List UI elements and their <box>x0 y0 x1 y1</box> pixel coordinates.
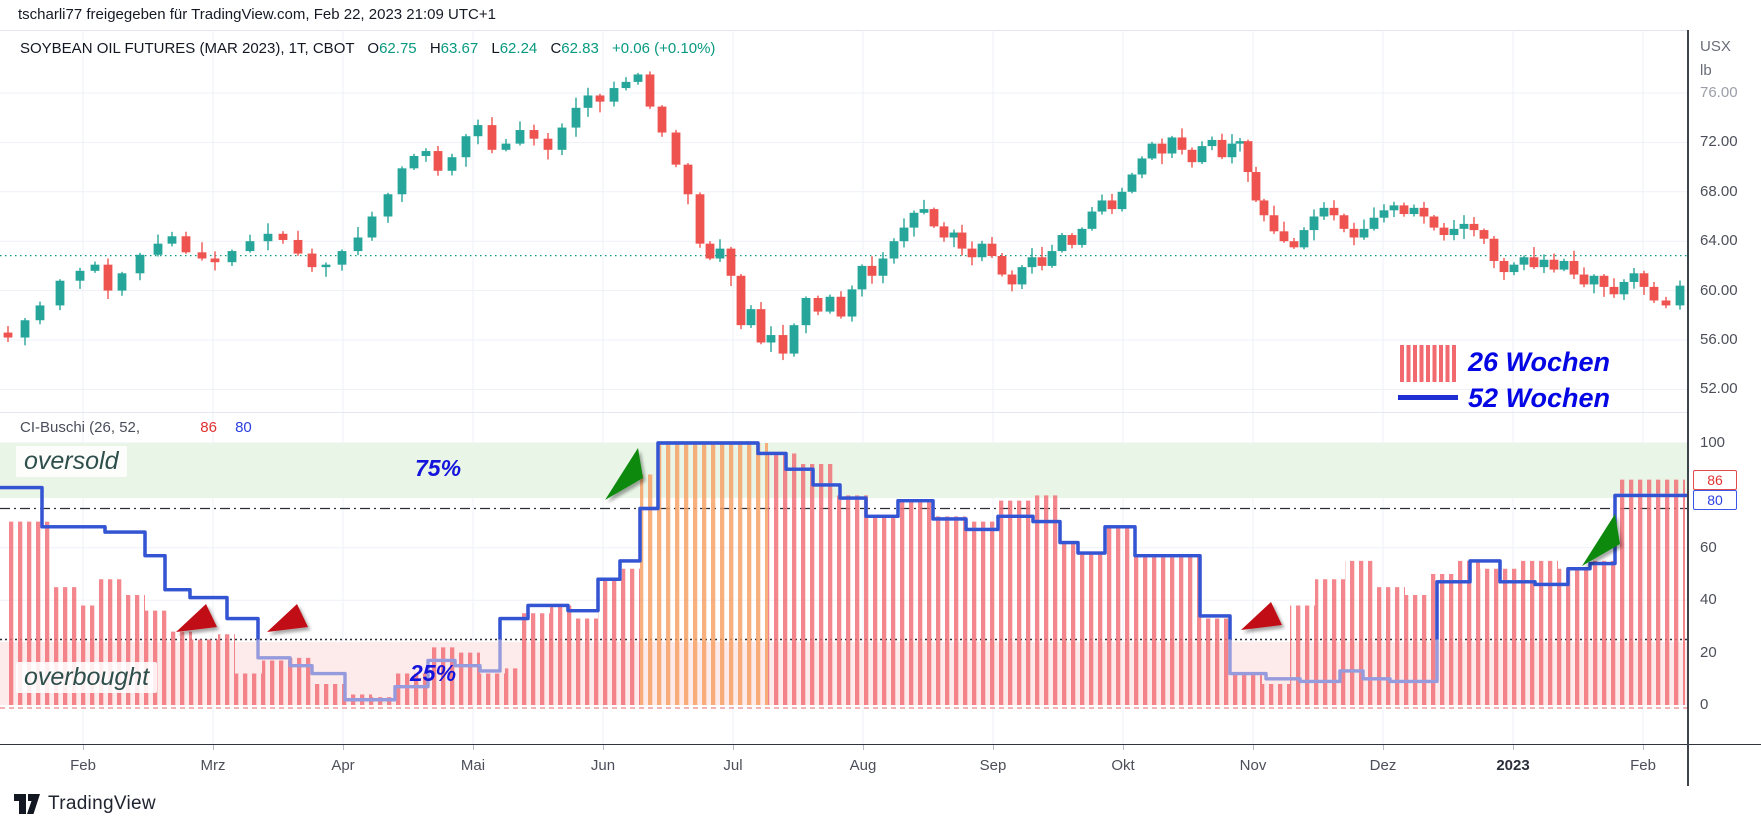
time-axis-month-label: Feb <box>70 757 96 774</box>
indicator-header[interactable]: CI-Buschi (26, 52, 86 80 <box>20 419 252 436</box>
time-axis-tick <box>993 745 994 750</box>
oscillator-tick-label: 40 <box>1700 591 1717 609</box>
indicator-name[interactable]: CI-Buschi (26, 52, <box>20 419 141 436</box>
sell-arrow-icon <box>267 604 308 632</box>
attribution-text: tscharli77 freigegeben für TradingView.c… <box>18 6 496 23</box>
change-value: +0.06 (+0.10%) <box>612 40 716 57</box>
time-axis-month-label: Dez <box>1369 757 1397 774</box>
time-axis-month-label: Nov <box>1239 757 1267 774</box>
oscillator-tick-label: 100 <box>1700 434 1726 451</box>
price-tick-label: 76.00 <box>1700 84 1738 101</box>
time-axis-tick <box>733 745 734 750</box>
price-axis-pane[interactable]: USX lb 86 80 76.00 72.00 68.00 64.00 60.00 56… <box>1687 30 1761 744</box>
hist-26w-area <box>6 474 640 705</box>
buy-arrow-icon <box>605 448 643 500</box>
time-axis-tick <box>83 745 84 750</box>
oversold-label: oversold <box>16 446 127 477</box>
time-axis-tick <box>473 745 474 750</box>
ohlc-close-value: 62.83 <box>561 40 599 57</box>
time-axis-month-label: 2023 <box>1496 757 1530 774</box>
time-axis-tick <box>343 745 344 750</box>
time-axis[interactable]: Feb Mrz Apr Mai Jun Jul Aug Sep Okt Nov Dez 2023 Feb <box>0 744 1761 788</box>
oscillator-tick-label: 60 <box>1700 538 1717 556</box>
time-axis-tick <box>603 745 604 750</box>
attribution-bar: tscharli77 freigegeben für TradingView.c… <box>0 0 1761 31</box>
hist-26w-area-hot <box>640 443 768 705</box>
chart-plot-area[interactable] <box>0 30 1687 744</box>
tradingview-logo-icon[interactable] <box>14 794 40 814</box>
oscillator-pane <box>0 441 1687 709</box>
price-tick-label: 60.00 <box>1700 281 1738 299</box>
oscillator-tick-label: 20 <box>1700 643 1717 661</box>
time-axis-tick <box>1253 745 1254 750</box>
oversold-band <box>0 443 1687 499</box>
price-tick-label: 72.00 <box>1700 133 1738 151</box>
hist-26w-area <box>768 453 1685 705</box>
sell-arrow-icon <box>176 604 217 632</box>
symbol-title[interactable]: SOYBEAN OIL FUTURES (MAR 2023), 1T, CBOT <box>20 40 355 57</box>
legend-swatch-26w-hatch <box>1400 345 1458 382</box>
ohlc-low-value: 62.24 <box>499 40 538 57</box>
price-tick-label: 52.00 <box>1700 380 1738 398</box>
pane-resize-divider[interactable] <box>0 412 1761 413</box>
ohlc-close-label: C <box>550 40 562 57</box>
time-axis-tick <box>1513 745 1514 750</box>
time-axis-month-label: Sep <box>979 757 1007 774</box>
ohlc-high-value: 63.67 <box>440 40 479 57</box>
time-axis-tick <box>1643 745 1644 750</box>
time-axis-month-label: Apr <box>331 757 355 774</box>
line-52w <box>0 441 1687 640</box>
price-tick-label: 68.00 <box>1700 182 1738 200</box>
buy-arrow-icon <box>1582 514 1620 566</box>
ohlc-high-label: H <box>429 40 441 57</box>
legend-label-26w: 26 Wochen <box>1468 347 1611 377</box>
sell-arrow-icon <box>1241 602 1282 630</box>
axis-unit-top: USX <box>1700 38 1731 55</box>
time-axis-tick <box>863 745 864 750</box>
price-tick-label: 64.00 <box>1700 232 1738 250</box>
time-axis-month-label: Feb <box>1630 757 1656 774</box>
ohlc-open-label: O <box>367 40 380 57</box>
time-axis-tick <box>1383 745 1384 750</box>
oscillator-tick-label: 0 <box>1700 696 1709 713</box>
time-axis-month-label: Mai <box>460 757 486 774</box>
footer-bar: TradingView <box>0 786 1761 823</box>
time-axis-month-label: Aug <box>849 757 877 774</box>
time-axis-month-label: Jul <box>723 757 743 774</box>
time-axis-tick <box>1123 745 1124 750</box>
overbought-label: overbought <box>16 662 158 693</box>
time-axis-month-label: Okt <box>1111 757 1135 774</box>
lower-threshold-label: 25% <box>410 660 457 686</box>
time-axis-tick <box>213 745 214 750</box>
upper-threshold-label: 75% <box>415 455 462 481</box>
symbol-header[interactable]: SOYBEAN OIL FUTURES (MAR 2023), 1T, CBOT… <box>20 40 715 57</box>
ohlc-open-value: 62.75 <box>379 40 417 57</box>
indicator-param-red: 86 <box>200 419 217 436</box>
indicator-param-blue: 80 <box>235 419 252 436</box>
time-axis-month-label: Jun <box>590 757 616 774</box>
axis-corner-separator <box>1687 744 1689 786</box>
price-tick-label: 56.00 <box>1700 331 1738 348</box>
axis-unit-bottom: lb <box>1700 62 1712 79</box>
indicator-last-value-red-badge: 86 <box>1693 470 1737 490</box>
candlestick-series <box>3 71 1685 361</box>
time-axis-month-label: Mrz <box>200 757 226 774</box>
tradingview-brand-text[interactable]: TradingView <box>48 793 156 814</box>
legend-swatch-52w-line <box>1398 395 1458 400</box>
indicator-last-value-blue-badge: 80 <box>1693 490 1737 510</box>
legend-label-52w: 52 Wochen <box>1468 383 1611 413</box>
ohlc-low-label: L <box>491 40 500 57</box>
signal-arrows <box>176 448 1620 632</box>
